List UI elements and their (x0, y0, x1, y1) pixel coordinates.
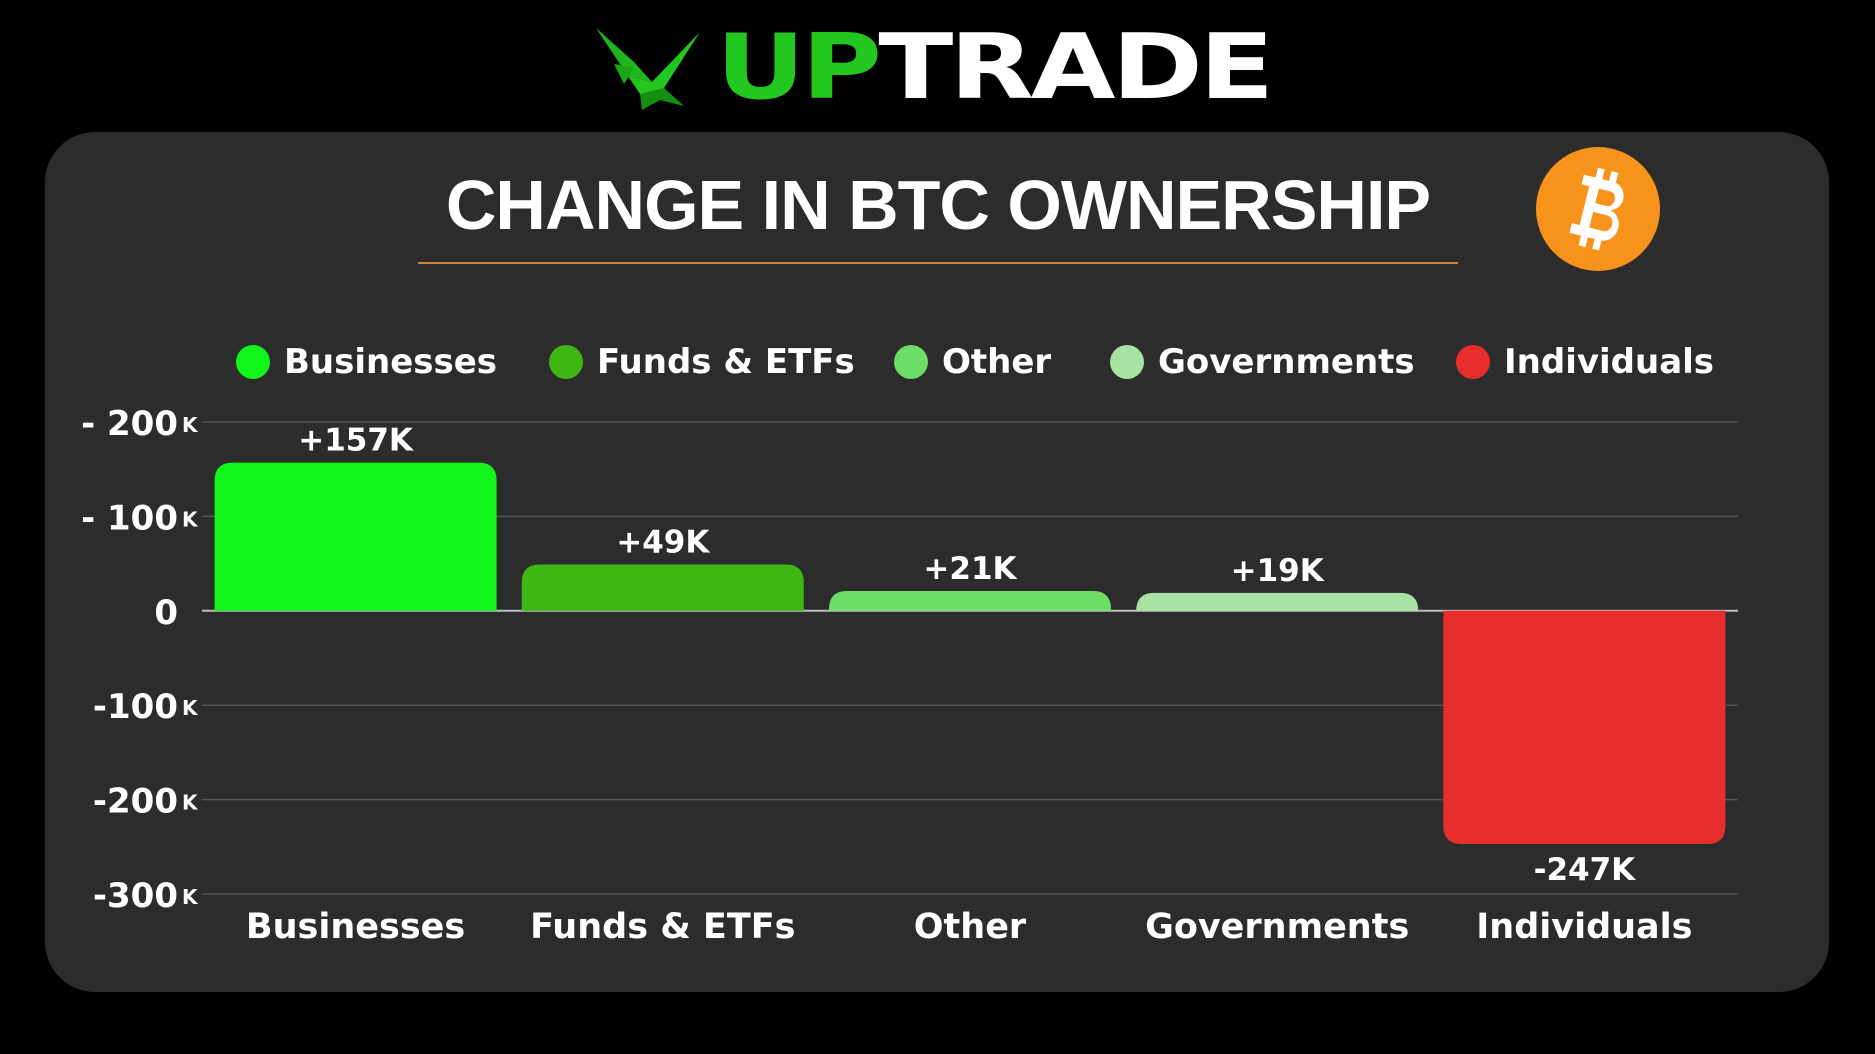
legend-item-funds-etfs: Funds & ETFs (549, 342, 855, 382)
x-tick-label: Funds & ETFs (530, 907, 795, 947)
legend-label: Individuals (1504, 342, 1715, 382)
bar (1136, 592, 1419, 611)
legend-item-individuals: Individuals (1456, 342, 1714, 382)
legend-label: Funds & ETFs (597, 342, 855, 382)
bar (214, 462, 497, 611)
legend-dot-icon (1110, 345, 1144, 379)
bar (829, 590, 1111, 611)
legend-label: Other (942, 342, 1052, 382)
brand-up: UP (716, 15, 882, 120)
legend-item-governments: Governments (1110, 342, 1415, 382)
y-tick-unit: K (182, 413, 199, 437)
y-tick-label: - 200 (81, 404, 178, 444)
bar-value-label: +49K (616, 525, 710, 561)
x-tick-label: Individuals (1476, 907, 1692, 947)
chart-title: CHANGE IN BTC OWNERSHIP (445, 166, 1431, 244)
title-underline (418, 262, 1458, 264)
y-tick-label: -200 (93, 782, 178, 822)
legend-dot-icon (1456, 345, 1490, 379)
x-tick-label: Governments (1145, 907, 1409, 947)
bar (521, 564, 804, 611)
bar-value-label: -247K (1534, 852, 1637, 888)
legend-item-businesses: Businesses (236, 342, 497, 382)
y-tick-unit: K (182, 507, 199, 531)
y-tick-unit: K (182, 696, 199, 720)
bird-icon (596, 28, 701, 110)
y-tick-label: -300 (93, 876, 178, 916)
brand-wordmark: UPTRADE (716, 23, 1274, 113)
bar-value-label: +157K (298, 423, 414, 459)
bitcoin-icon (1536, 147, 1660, 271)
y-tick-label: -100 (93, 687, 178, 727)
x-tick-label: Other (914, 907, 1027, 947)
brand-header: UPTRADE (0, 18, 1875, 118)
legend-dot-icon (236, 345, 270, 379)
legend-dot-icon (549, 345, 583, 379)
legend-dot-icon (894, 345, 928, 379)
y-tick-unit: K (182, 885, 199, 909)
legend-item-other: Other (894, 342, 1051, 382)
y-tick-unit: K (182, 791, 199, 815)
legend-label: Businesses (284, 342, 498, 382)
y-tick-label: 0 (154, 593, 178, 633)
y-tick-label: - 100 (81, 498, 178, 538)
bar (1443, 610, 1726, 844)
brand-trade: TRADE (878, 15, 1275, 120)
bar-value-label: +19K (1231, 553, 1325, 589)
bar-value-label: +21K (923, 551, 1017, 587)
x-tick-label: Businesses (246, 907, 465, 947)
legend-label: Governments (1158, 342, 1415, 382)
